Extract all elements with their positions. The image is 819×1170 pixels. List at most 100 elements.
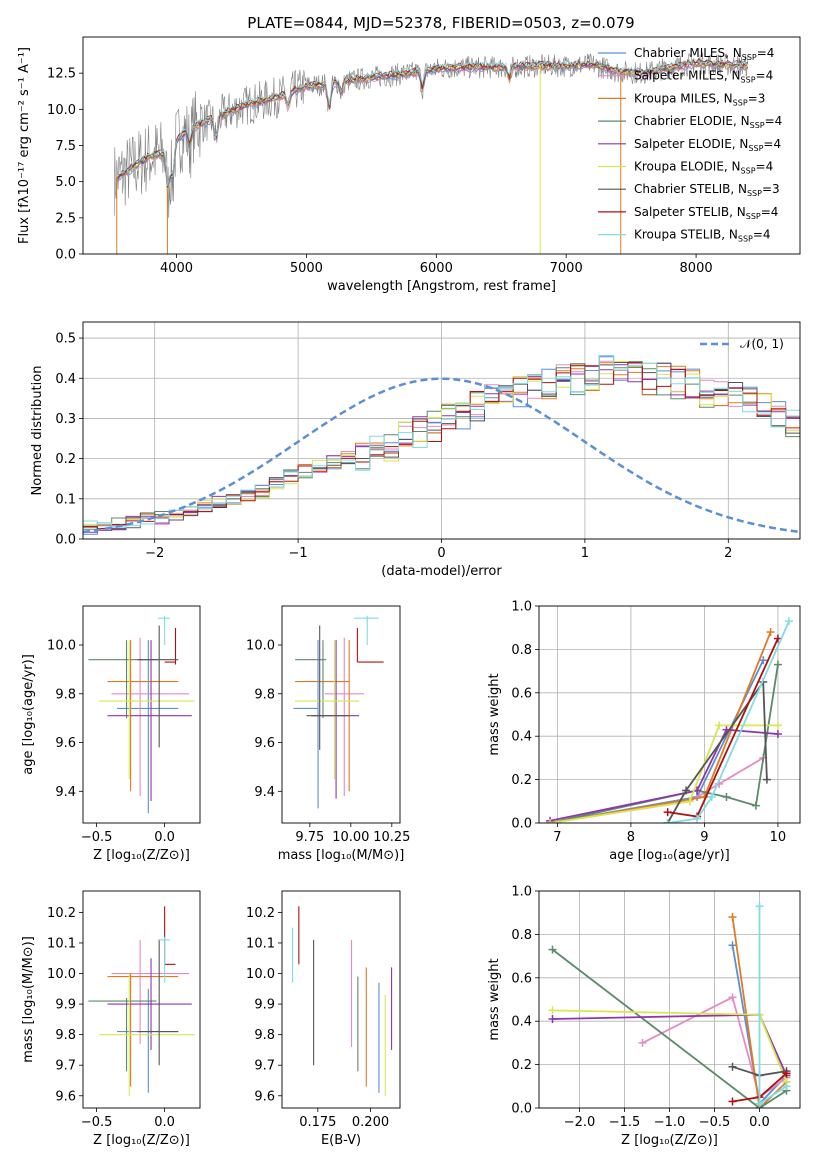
weight_vs_age-ytick-label: 0.4 [511, 730, 532, 745]
age_vs_Z-axes: −0.5 0.0 9.4 9.6 9.8 10.0 Z [log₁₀(Z/Z⊙)] age [… [21, 605, 201, 863]
age_vs_mass-xtick-label: 9.75 [295, 830, 324, 845]
histogram-step [83, 356, 800, 535]
mass_vs_Z-xtick-label: 0.0 [154, 1115, 175, 1130]
spectrum-xtick-label: 4000 [160, 261, 193, 276]
figure-title: PLATE=0844, MJD=52378, FIBERID=0503, z=0… [247, 14, 634, 32]
mass_vs_ebv-ytick-label: 9.8 [254, 1028, 275, 1043]
mass_vs_ebv-ytick-label: 9.6 [254, 1089, 275, 1104]
weight_vs_Z-xtick-label: −0.5 [699, 1115, 731, 1130]
age_vs_Z-plot-area [88, 615, 195, 814]
mass_vs_Z-ytick-label: 10.2 [47, 906, 76, 921]
weight_vs_age-xtick-label: 9 [700, 830, 708, 845]
weight_vs_Z-xtick-label: 0.0 [749, 1115, 770, 1130]
weight_vs_age-ytick-label: 0.6 [511, 686, 532, 701]
age_vs_Z-ytick-label: 10.0 [47, 639, 76, 654]
weight-line [731, 916, 788, 1108]
mass_vs_ebv-ytick-label: 9.9 [254, 998, 275, 1013]
mass_vs_ebv-plot-area [291, 906, 393, 1096]
mass_vs_ebv-ytick-label: 10.2 [246, 906, 275, 921]
weight_vs_Z-xtick-label: −2.0 [564, 1115, 596, 1130]
age_vs_mass-xlabel: mass [log₁₀(M/M⊙)] [278, 848, 405, 863]
weight_vs_Z-plot-area [548, 902, 791, 1108]
weight-line [667, 620, 790, 823]
weight_vs_Z-xtick-label: −1.0 [654, 1115, 686, 1130]
weight-line [551, 948, 787, 1108]
residuals-frame [82, 321, 801, 540]
spectrum-xlabel: wavelength [Angstrom, rest frame] [327, 279, 556, 294]
weight_vs_Z-ytick-label: 1.0 [511, 885, 532, 900]
weight_vs_Z-ylabel: mass weight [487, 958, 502, 1040]
mass_vs_Z-ytick-label: 9.8 [55, 1028, 76, 1043]
spectrum-ytick-label: 2.5 [55, 211, 76, 226]
age_vs_Z-ytick-label: 9.8 [55, 687, 76, 702]
histogram-step [83, 362, 800, 531]
spectrum-ylabel: Flux [fλ10⁻¹⁷ erg cm⁻² s⁻¹ A⁻¹] [17, 47, 32, 244]
age_vs_Z-ytick-label: 9.6 [55, 736, 76, 751]
spectrum-ytick-label: 0.0 [55, 248, 76, 263]
legend-entry: Salpeter MILES, NSSP=4 [634, 69, 773, 85]
age_vs_mass-xtick-label: 10.00 [332, 830, 369, 845]
mass_vs_ebv-axes: 0.175 0.200 9.6 9.7 9.8 9.9 10.0 10.1 10.2 E(B-V) [246, 890, 401, 1148]
weight_vs_Z-ytick-label: 0.4 [511, 1015, 532, 1030]
plots-container: 4000 5000 6000 7000 80000.02.55.07.510.012.5… [17, 36, 801, 1148]
weight_vs_age-xtick-label: 8 [627, 830, 635, 845]
age_vs_mass-ytick-label: 9.8 [254, 687, 275, 702]
mass_vs_Z-frame [82, 890, 201, 1109]
age_vs_mass-xtick-label: 10.25 [373, 830, 410, 845]
mass_vs_Z-ytick-label: 9.9 [55, 998, 76, 1013]
age_vs_mass-ytick-label: 9.4 [254, 785, 275, 800]
mass_vs_Z-ytick-label: 9.6 [55, 1089, 76, 1104]
residuals-ytick-label: 0.1 [55, 492, 76, 507]
age_vs_mass-ytick-label: 9.6 [254, 736, 275, 751]
weight_vs_age-frame [538, 605, 801, 824]
residuals-ytick-label: 0.4 [55, 372, 76, 387]
residuals-xtick-label: −1 [289, 546, 308, 561]
age_vs_Z-xtick-label: −0.5 [81, 830, 113, 845]
residuals-xtick-label: 2 [724, 546, 732, 561]
mass_vs_Z-ytick-label: 10.0 [47, 967, 76, 982]
spectrum-ytick-label: 7.5 [55, 139, 76, 154]
mass_vs_ebv-xlabel: E(B-V) [321, 1133, 361, 1148]
residuals-ytick-label: 0.3 [55, 412, 76, 427]
spectrum-xtick-label: 7000 [550, 261, 583, 276]
legend-entry: Chabrier MILES, NSSP=4 [634, 46, 774, 62]
mass_vs_Z-axes: −0.5 0.0 9.6 9.7 9.8 9.9 10.0 10.1 10.2 Z [log₁₀(… [21, 890, 201, 1148]
age_vs_Z-frame [82, 605, 201, 824]
age_vs_Z-xlabel: Z [log₁₀(Z/Z⊙)] [93, 848, 190, 863]
spectrum-plot-area [113, 52, 749, 254]
legend-entry: Kroupa ELODIE, NSSP=4 [634, 160, 773, 176]
age_vs_Z-ylabel: age [log₁₀(age/yr)] [21, 654, 36, 775]
legend-entry: Chabrier STELIB, NSSP=3 [634, 182, 780, 198]
weight-line [549, 724, 778, 823]
age_vs_mass-ytick-label: 10.0 [246, 639, 275, 654]
legend-entry: Kroupa MILES, NSSP=3 [634, 91, 765, 107]
mass_vs_ebv-xtick-label: 0.200 [352, 1115, 389, 1130]
weight_vs_age-ytick-label: 0.2 [511, 773, 532, 788]
residuals-ytick-label: 0.0 [55, 533, 76, 548]
spectrum-ytick-label: 5.0 [55, 175, 76, 190]
residuals-ytick-label: 0.5 [55, 332, 76, 347]
mass_vs_Z-ytick-label: 9.7 [55, 1059, 76, 1074]
weight_vs_age-plot-area [546, 617, 793, 823]
mass_vs_ebv-ytick-label: 10.1 [246, 936, 275, 951]
gaussian-legend-label: 𝒩(0, 1) [740, 337, 784, 351]
mass_vs_ebv-ytick-label: 9.7 [254, 1059, 275, 1074]
residuals-axes: −2 −1 0 1 2 0.0 0.1 0.2 0.3 0.4 0.5 (data-model)/er… [30, 321, 801, 579]
age_vs_mass-frame [281, 605, 401, 824]
spectrum-ytick-label: 10.0 [47, 103, 76, 118]
weight-line [549, 664, 779, 823]
residuals-xtick-label: −2 [145, 546, 164, 561]
mass_vs_ebv-xtick-label: 0.175 [299, 1115, 336, 1130]
residuals-xtick-label: 0 [437, 546, 445, 561]
spectrum-model-line [116, 63, 749, 194]
legend-entry: Chabrier ELODIE, NSSP=4 [634, 114, 782, 130]
age_vs_Z-ytick-label: 9.4 [55, 785, 76, 800]
weight_vs_age-ytick-label: 1.0 [511, 600, 532, 615]
spectrum-xtick-label: 5000 [290, 261, 323, 276]
histogram-step [83, 355, 800, 528]
age_vs_Z-xtick-label: 0.0 [154, 830, 175, 845]
legend-entry: Kroupa STELIB, NSSP=4 [634, 228, 771, 244]
weight_vs_Z-ytick-label: 0.0 [511, 1102, 532, 1117]
histogram-step [83, 355, 800, 530]
mass_vs_Z-xtick-label: −0.5 [81, 1115, 113, 1130]
